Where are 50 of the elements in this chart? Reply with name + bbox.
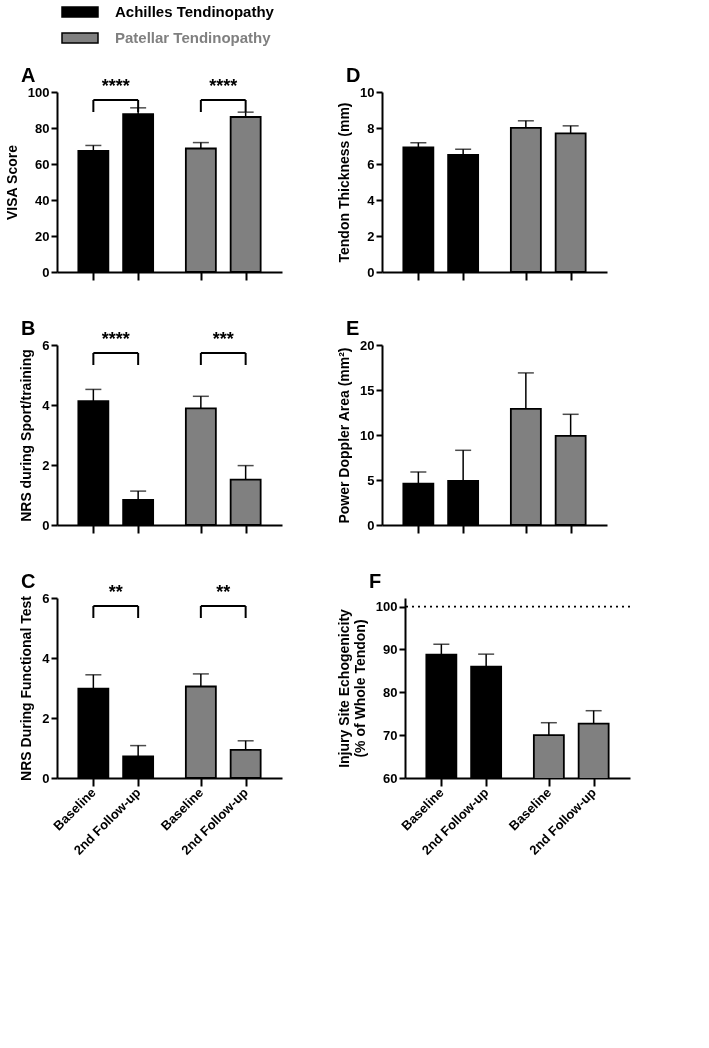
y-axis-title: Tendon Thickness (mm): [336, 102, 353, 263]
y-tick-label: 2: [42, 457, 50, 473]
y-tick-label: 0: [42, 264, 50, 280]
y-tick-label: 0: [42, 770, 50, 786]
y-tick-label: 5: [367, 472, 375, 488]
y-tick-label: 2: [367, 228, 375, 244]
y-tick-label: 90: [383, 641, 398, 657]
chart-title: B: [21, 317, 36, 339]
y-tick-label: 100: [27, 84, 50, 100]
y-tick-label: 40: [35, 192, 50, 208]
y-tick-label: 15: [360, 382, 375, 398]
y-tick-label: 4: [42, 397, 51, 413]
chart-title: A: [21, 64, 36, 86]
y-tick-label: 6: [42, 590, 50, 606]
y-tick-label: 10: [360, 84, 375, 100]
chart-title: E: [346, 317, 360, 339]
annotation: ****: [101, 329, 130, 349]
y-axis-title: NRS during Sport/training: [18, 349, 35, 522]
y-tick-label: 20: [360, 337, 375, 353]
legend-label: Patellar Tendinopathy: [115, 29, 272, 46]
y-axis-title: NRS During Functional Test: [18, 595, 35, 781]
y-tick-label: 60: [35, 156, 50, 172]
y-tick-label: 8: [367, 120, 375, 136]
y-tick-label: 6: [367, 156, 375, 172]
y-tick-label: 6: [42, 337, 50, 353]
y-tick-label: 60: [383, 770, 398, 786]
y-axis-title: Power Doppler Area (mm²): [336, 347, 353, 524]
annotation: **: [216, 582, 231, 602]
annotation: ****: [101, 76, 130, 96]
annotation: ****: [209, 76, 238, 96]
y-tick-label: 100: [375, 599, 398, 615]
chart-title: C: [21, 570, 36, 592]
y-tick-label: 80: [383, 684, 398, 700]
y-tick-label: 0: [42, 517, 50, 533]
y-tick-label: 4: [367, 192, 376, 208]
y-tick-label: 80: [35, 120, 50, 136]
y-tick-label: 0: [367, 264, 375, 280]
annotation: **: [108, 582, 123, 602]
y-tick-label: 0: [367, 517, 375, 533]
y-axis-title: VISA Score: [3, 144, 20, 220]
y-tick-label: 70: [383, 727, 398, 743]
chart-title: F: [369, 570, 382, 592]
y-tick-label: 4: [42, 650, 51, 666]
annotation: ***: [212, 329, 234, 349]
chart-title: D: [346, 64, 361, 86]
y-axis-title: Injury Site Echogenicity (% of Whole Tendon): [335, 608, 368, 768]
y-tick-label: 20: [35, 228, 50, 244]
y-tick-label: 2: [42, 710, 50, 726]
legend-label: Achilles Tendinopathy: [115, 3, 275, 20]
y-tick-label: 10: [360, 427, 375, 443]
